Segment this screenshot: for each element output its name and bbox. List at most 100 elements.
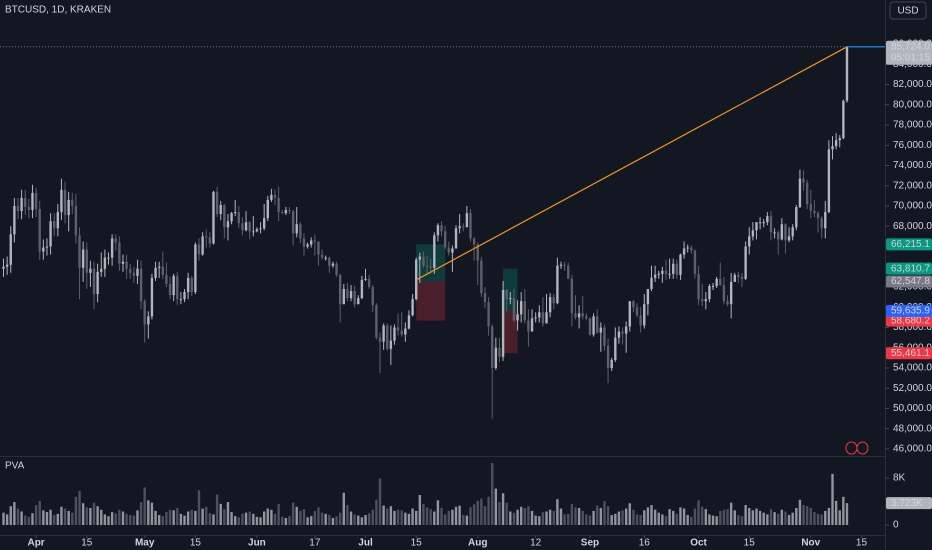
volume-bar <box>527 506 530 525</box>
candle-body <box>469 213 472 239</box>
volume-bar <box>179 513 183 525</box>
volume-bar <box>816 513 820 525</box>
candle-body <box>570 278 574 314</box>
candle-body <box>458 226 461 229</box>
volume-bar <box>273 513 277 525</box>
volume-bar <box>125 513 128 525</box>
volume-bar <box>161 516 164 525</box>
candle-body <box>118 242 121 264</box>
volume-bar <box>827 507 831 525</box>
candle-body <box>548 297 552 313</box>
alert-badge[interactable] <box>856 441 869 455</box>
loss-zone <box>416 281 446 321</box>
candle-body <box>556 265 559 304</box>
volume-bar <box>552 510 555 525</box>
position-label: 62,547.8 <box>891 276 930 287</box>
candle-body <box>693 250 697 274</box>
candle-body <box>241 223 244 231</box>
candle-body <box>24 197 27 208</box>
volume-bar <box>52 515 56 525</box>
candle-body <box>722 284 726 302</box>
volume-bar <box>429 509 432 525</box>
candle-body <box>161 266 164 275</box>
volume-bar <box>147 500 150 525</box>
volume-bar <box>266 508 269 525</box>
candle-body <box>92 268 96 295</box>
candle-body <box>74 205 78 236</box>
candle-body <box>237 212 241 224</box>
volume-bar <box>516 509 519 525</box>
volume-bar <box>719 510 722 525</box>
volume-bar <box>367 513 371 525</box>
volume-bar <box>270 509 273 525</box>
candle-body <box>407 315 411 329</box>
candle-body <box>78 235 81 268</box>
candle-body <box>617 331 621 338</box>
volume-bar <box>610 515 613 525</box>
volume-bar <box>556 499 559 525</box>
volume-bar <box>541 512 545 525</box>
candle-body <box>838 138 841 141</box>
x-tick-label: 15 <box>190 538 202 549</box>
candle-body <box>559 264 563 266</box>
countdown-label: 05:01:15 <box>891 52 930 63</box>
volume-bar <box>588 515 592 525</box>
candle-body <box>313 240 317 242</box>
position-label: 59,635.9 <box>891 306 930 317</box>
volume-bar <box>143 487 146 525</box>
candle-body <box>567 265 570 279</box>
volume-bar <box>157 515 161 525</box>
candle-body <box>165 274 168 284</box>
volume-bar <box>27 516 31 525</box>
candle-body <box>646 289 650 305</box>
position-label-box <box>886 262 932 275</box>
volume-bar <box>404 512 407 525</box>
volume-bar <box>722 509 726 525</box>
candle-body <box>494 347 498 368</box>
candle-body <box>306 244 309 247</box>
volume-bar <box>172 510 175 525</box>
candle-body <box>129 268 132 273</box>
y-tick-label: 72,000.0 <box>893 180 932 191</box>
candle-body <box>436 225 440 236</box>
position-label-box <box>886 347 932 360</box>
volume-bar <box>711 515 715 525</box>
candle-body <box>5 264 9 267</box>
candle-body <box>748 236 751 247</box>
candle-body <box>291 211 295 234</box>
volume-bar <box>194 510 197 525</box>
candle-body <box>842 100 845 139</box>
volume-bar <box>628 503 631 525</box>
volume-bar <box>396 509 400 525</box>
volume-bar <box>780 509 784 525</box>
volume-bar <box>650 505 653 525</box>
currency-label[interactable]: USD <box>897 6 918 17</box>
candle-body <box>96 271 99 295</box>
candle-body <box>288 210 291 212</box>
currency-button[interactable] <box>889 1 927 20</box>
candle-body <box>157 266 161 268</box>
candle-body <box>588 318 592 335</box>
candle-body <box>711 285 715 287</box>
volume-bar <box>38 500 41 525</box>
candle-body <box>519 301 523 315</box>
volume-bar <box>215 494 219 525</box>
candle-body <box>530 318 534 332</box>
candle-body <box>299 224 302 239</box>
volume-bar <box>139 502 143 525</box>
candle-body <box>168 283 172 296</box>
volume-bar <box>382 505 385 525</box>
volume-bar <box>798 499 802 525</box>
candle-body <box>364 278 367 280</box>
candle-body <box>682 248 686 255</box>
candle-body <box>411 299 414 316</box>
candle-body <box>248 222 251 232</box>
candle-body <box>831 146 834 150</box>
x-tick-label: Jul <box>358 538 373 549</box>
volume-bar <box>183 515 186 525</box>
candle-body <box>726 301 729 305</box>
volume-bar <box>643 510 646 525</box>
volume-bar <box>433 511 436 525</box>
candle-body <box>331 263 335 266</box>
volume-bar <box>762 512 765 525</box>
